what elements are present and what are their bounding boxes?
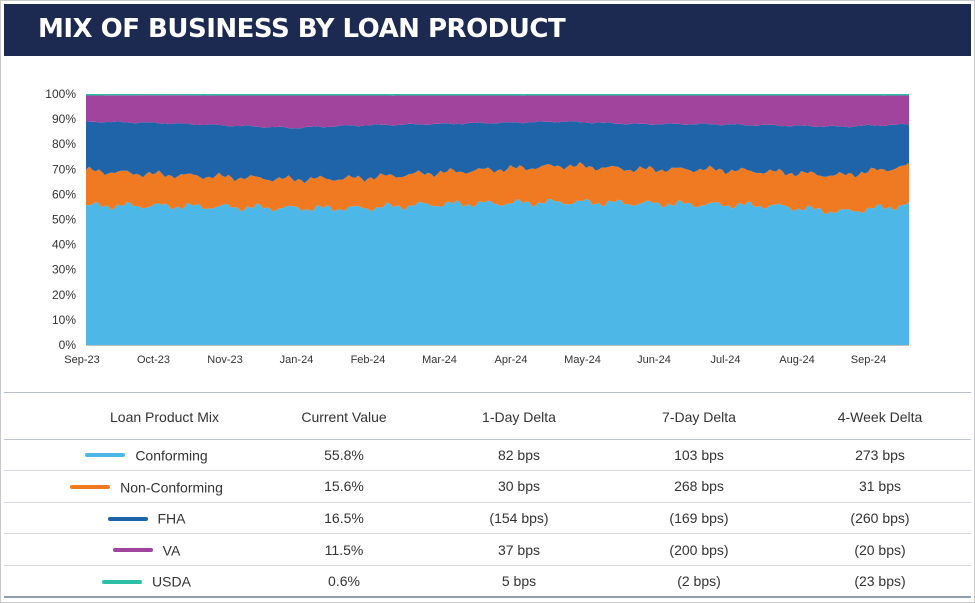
x-tick-label: Aug-24 xyxy=(779,354,814,366)
product-label: FHA xyxy=(157,510,186,527)
seven-day-delta-cell: (2 bps) xyxy=(609,565,789,598)
product-label: Non-Conforming xyxy=(120,479,223,496)
column-header-4week: 4-Week Delta xyxy=(789,395,971,440)
one-day-delta-cell: 5 bps xyxy=(429,565,609,598)
product-label: Conforming xyxy=(135,447,208,464)
legend-swatch xyxy=(107,516,148,521)
legend-swatch xyxy=(112,548,153,553)
y-tick-label: 0% xyxy=(59,338,77,352)
y-tick-label: 50% xyxy=(52,213,76,227)
series-area-va xyxy=(86,95,909,129)
y-tick-label: 30% xyxy=(52,263,76,277)
four-week-delta-cell: 31 bps xyxy=(789,470,971,503)
series-area-usda xyxy=(86,94,909,96)
x-tick-label: Oct-23 xyxy=(137,354,170,366)
y-tick-label: 70% xyxy=(52,162,76,176)
product-cell: Conforming xyxy=(4,439,259,472)
table-row: VA 11.5% 37 bps (200 bps) (20 bps) xyxy=(4,533,971,566)
x-tick-label: Sep-24 xyxy=(851,354,886,366)
y-tick-label: 10% xyxy=(52,313,76,327)
x-tick-label: Feb-24 xyxy=(351,354,386,366)
column-header-7day: 7-Day Delta xyxy=(609,395,789,440)
table-row: USDA 0.6% 5 bps (2 bps) (23 bps) xyxy=(4,565,971,598)
y-tick-label: 20% xyxy=(52,288,76,302)
stacked-area-chart: 0% 10% 20% 30% 40% 50% 60% 70% 80% 90% 100% Sep-23 O… xyxy=(45,87,909,366)
one-day-delta-cell: (154 bps) xyxy=(429,502,609,535)
current-value-cell: 16.5% xyxy=(259,502,429,535)
one-day-delta-cell: 37 bps xyxy=(429,533,609,566)
legend-swatch xyxy=(102,579,143,584)
table-row: Non-Conforming 15.6% 30 bps 268 bps 31 bps xyxy=(4,470,971,503)
seven-day-delta-cell: 103 bps xyxy=(609,439,789,472)
product-cell: Non-Conforming xyxy=(4,470,259,503)
seven-day-delta-cell: 268 bps xyxy=(609,470,789,503)
chart-area: 0% 10% 20% 30% 40% 50% 60% 70% 80% 90% 100% Sep-23 O… xyxy=(4,60,971,390)
page-title: MIX OF BUSINESS BY LOAN PRODUCT xyxy=(38,14,566,44)
product-cell: FHA xyxy=(4,502,259,535)
loan-product-table: Loan Product Mix Current Value 1-Day Del… xyxy=(4,395,971,598)
x-tick-label: May-24 xyxy=(564,354,601,366)
current-value-cell: 55.8% xyxy=(259,439,429,472)
column-header-current: Current Value xyxy=(259,395,429,440)
four-week-delta-cell: (260 bps) xyxy=(789,502,971,535)
report-header: MIX OF BUSINESS BY LOAN PRODUCT xyxy=(4,4,971,56)
table-row: Conforming 55.8% 82 bps 103 bps 273 bps xyxy=(4,439,971,472)
product-cell: VA xyxy=(4,533,259,566)
table-row: FHA 16.5% (154 bps) (169 bps) (260 bps) xyxy=(4,502,971,535)
series-area-fha xyxy=(86,121,909,184)
four-week-delta-cell: (20 bps) xyxy=(789,533,971,566)
column-header-product: Loan Product Mix xyxy=(4,395,259,440)
series-area-conforming xyxy=(86,199,909,345)
current-value-cell: 11.5% xyxy=(259,533,429,566)
y-tick-label: 40% xyxy=(52,238,76,252)
x-tick-label: Jun-24 xyxy=(637,354,671,366)
table-header-row: Loan Product Mix Current Value 1-Day Del… xyxy=(4,395,971,440)
x-tick-label: Sep-23 xyxy=(64,354,99,366)
y-tick-label: 60% xyxy=(52,187,76,201)
series-area-non-conforming xyxy=(86,162,909,214)
product-label: VA xyxy=(162,542,181,559)
x-tick-label: Mar-24 xyxy=(422,354,457,366)
y-tick-label: 100% xyxy=(45,87,76,101)
current-value-cell: 0.6% xyxy=(259,565,429,598)
x-tick-label: Apr-24 xyxy=(494,354,527,366)
four-week-delta-cell: (23 bps) xyxy=(789,565,971,598)
seven-day-delta-cell: (200 bps) xyxy=(609,533,789,566)
product-label: USDA xyxy=(152,573,191,590)
product-cell: USDA xyxy=(4,565,259,598)
y-tick-label: 90% xyxy=(52,112,76,126)
four-week-delta-cell: 273 bps xyxy=(789,439,971,472)
x-tick-label: Jan-24 xyxy=(280,354,314,366)
current-value-cell: 15.6% xyxy=(259,470,429,503)
legend-swatch xyxy=(70,485,111,490)
seven-day-delta-cell: (169 bps) xyxy=(609,502,789,535)
one-day-delta-cell: 30 bps xyxy=(429,470,609,503)
x-tick-label: Nov-23 xyxy=(207,354,242,366)
legend-swatch xyxy=(85,453,126,458)
x-tick-label: Jul-24 xyxy=(711,354,741,366)
section-divider xyxy=(4,392,971,393)
column-header-1day: 1-Day Delta xyxy=(429,395,609,440)
y-tick-label: 80% xyxy=(52,137,76,151)
one-day-delta-cell: 82 bps xyxy=(429,439,609,472)
